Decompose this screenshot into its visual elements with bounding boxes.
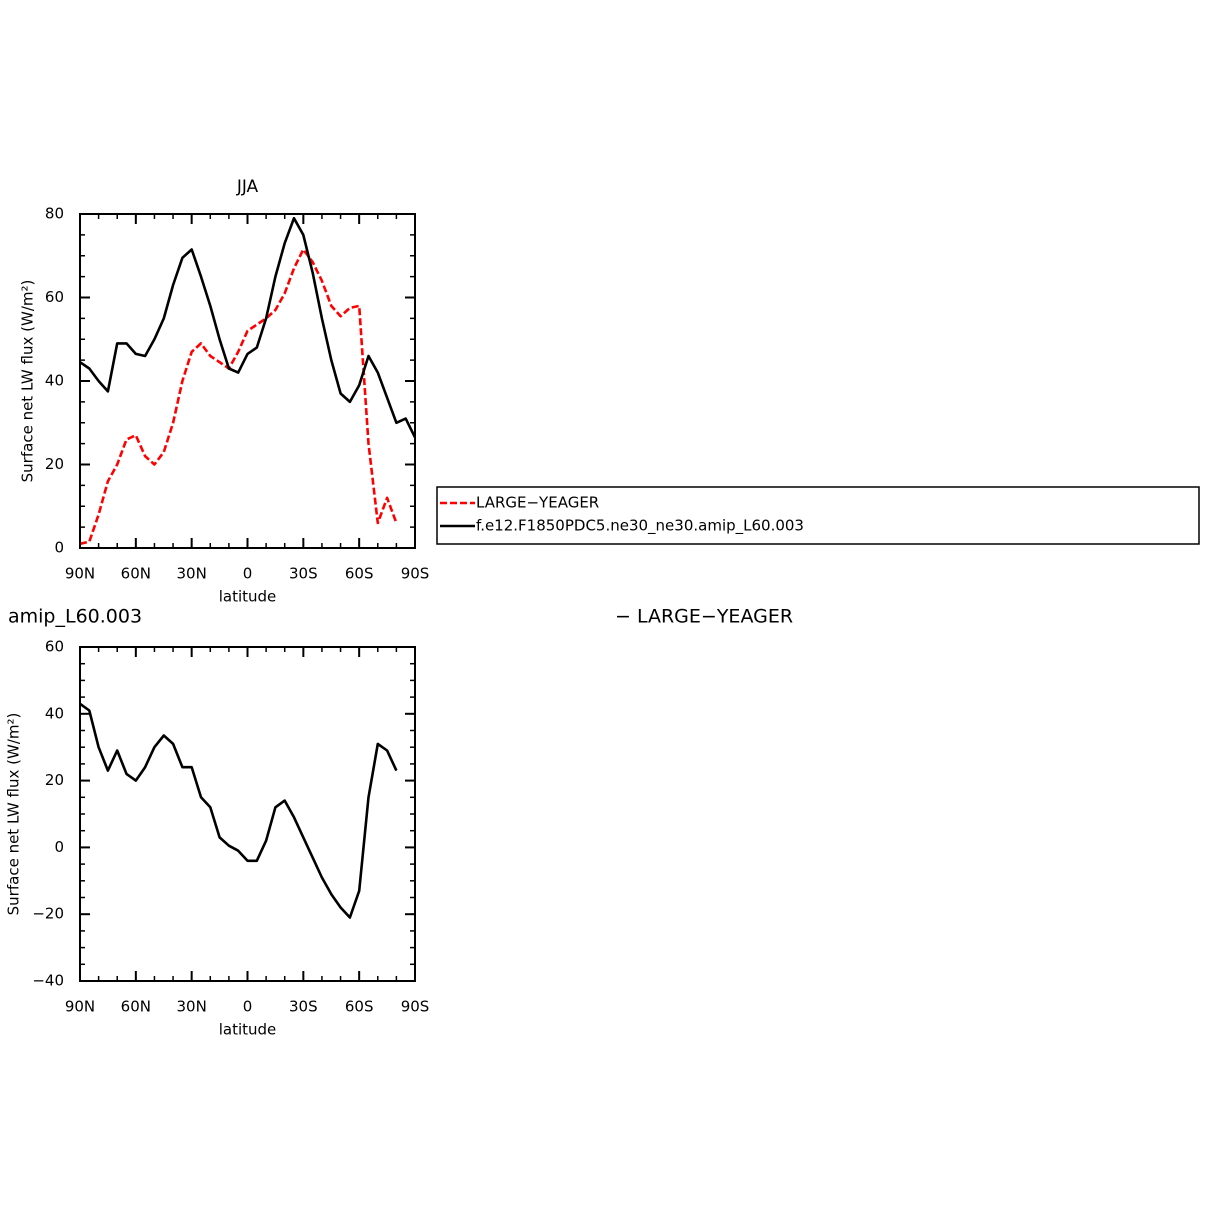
x-tick-label: 90S	[401, 998, 430, 1016]
y-tick-label: 40	[45, 704, 64, 722]
x-tick-label: 60N	[121, 565, 151, 583]
x-tick-label: 60N	[121, 998, 151, 1016]
plot-frame	[79, 646, 416, 982]
y-tick-label: 40	[45, 372, 64, 390]
y-tick-label: 60	[45, 288, 64, 306]
x-tick-label: 30N	[177, 565, 207, 583]
y-tick-label: 80	[45, 205, 64, 223]
y-tick-label: −40	[32, 972, 64, 990]
x-axis-label: latitude	[219, 1021, 277, 1039]
x-tick-label: 30N	[177, 998, 207, 1016]
x-tick-label: 60S	[345, 998, 374, 1016]
legend-box	[436, 486, 1200, 545]
y-tick-label: 0	[54, 838, 64, 856]
x-tick-label: 60S	[345, 565, 374, 583]
x-tick-label: 0	[243, 998, 253, 1016]
x-tick-label: 90N	[65, 565, 95, 583]
y-tick-label: 60	[45, 638, 64, 656]
x-tick-label: 30S	[289, 998, 318, 1016]
x-tick-label: 0	[243, 565, 253, 583]
data-line	[79, 248, 398, 546]
y-tick-label: 0	[54, 539, 64, 557]
right-title: − LARGE−YEAGER	[615, 606, 793, 628]
x-tick-label: 30S	[289, 565, 318, 583]
chart-title: amip_L60.003	[8, 606, 142, 628]
x-tick-label: 90S	[401, 565, 430, 583]
data-line	[79, 702, 398, 919]
y-tick-label: 20	[45, 455, 64, 473]
x-axis-label: latitude	[219, 588, 277, 606]
chart-title: JJA	[236, 177, 259, 197]
plot-frame	[79, 213, 416, 549]
x-tick-label: 90N	[65, 998, 95, 1016]
y-axis-label: Surface net LW flux (W/m²)	[5, 713, 23, 916]
y-tick-label: −20	[32, 905, 64, 923]
legend-label: LARGE−YEAGER	[476, 494, 599, 512]
legend-label: f.e12.F1850PDC5.ne30_ne30.amip_L60.003	[476, 517, 804, 536]
data-line	[79, 216, 417, 438]
y-tick-label: 20	[45, 771, 64, 789]
y-axis-label: Surface net LW flux (W/m²)	[19, 280, 37, 483]
